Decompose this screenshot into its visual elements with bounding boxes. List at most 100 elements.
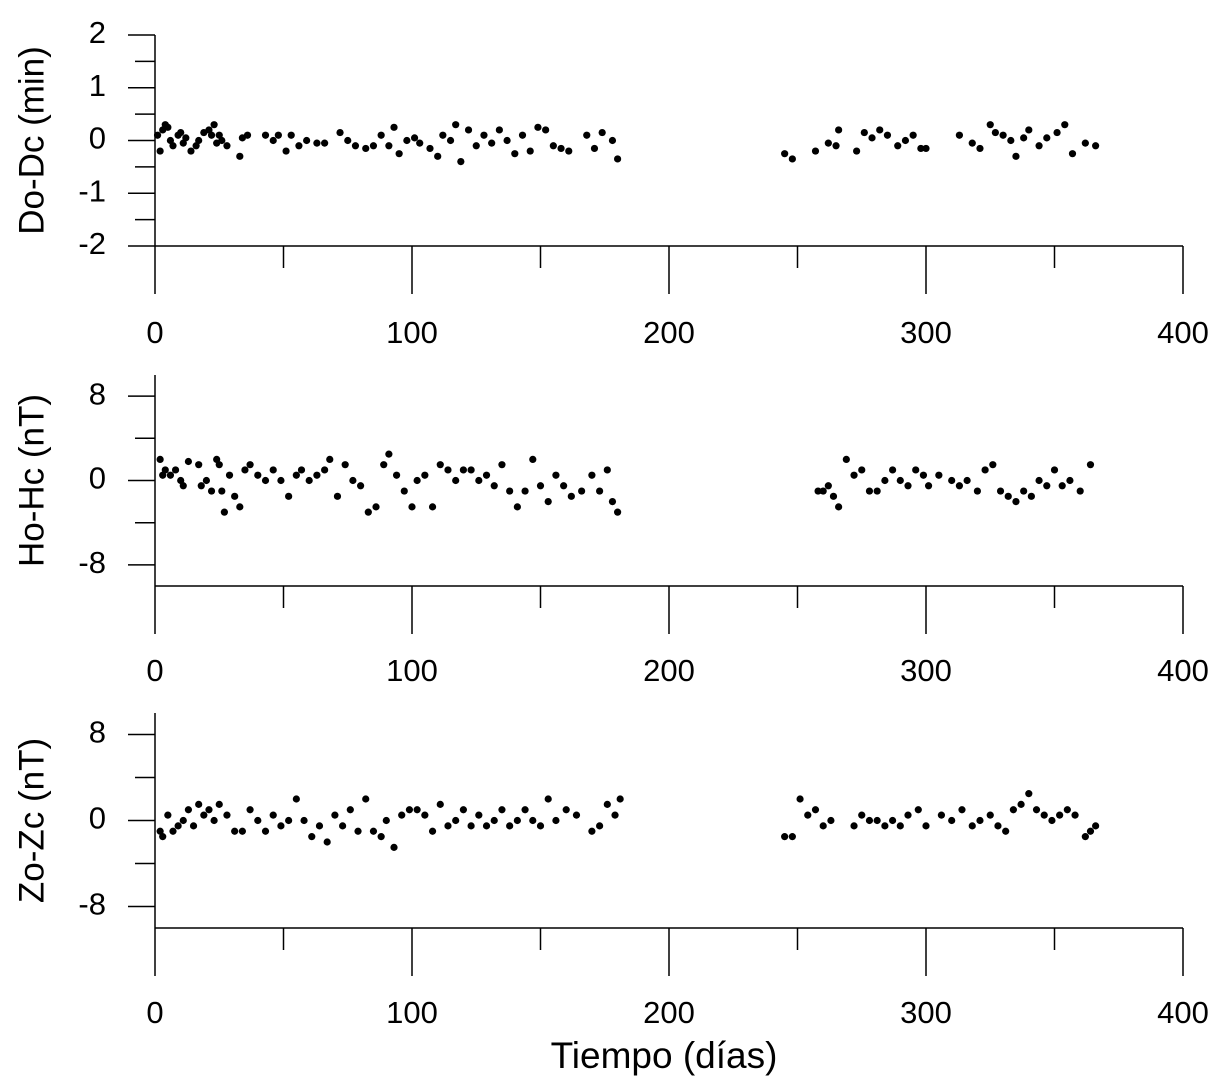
data-point — [261, 827, 270, 835]
data-point — [1040, 811, 1048, 819]
data-point — [336, 128, 344, 137]
data-point — [788, 833, 796, 841]
data-point — [321, 466, 329, 474]
data-point — [475, 476, 483, 485]
data-point — [416, 139, 424, 147]
data-point — [1086, 461, 1095, 469]
data-point — [459, 466, 467, 474]
data-point — [914, 806, 922, 814]
data-point — [184, 806, 193, 814]
data-point — [909, 131, 917, 139]
data-point — [413, 476, 421, 485]
data-point — [277, 476, 285, 485]
data-point — [881, 476, 889, 485]
data-point — [1068, 150, 1077, 158]
data-point — [428, 827, 437, 835]
data-point — [349, 476, 357, 485]
data-point — [827, 816, 835, 825]
data-point — [562, 806, 570, 814]
data-point — [339, 822, 347, 830]
data-point — [999, 131, 1007, 139]
data-point — [560, 482, 568, 490]
data-point — [994, 822, 1002, 830]
data-point — [1043, 134, 1051, 142]
data-point — [490, 816, 498, 825]
data-point — [241, 466, 249, 474]
data-point — [518, 131, 527, 139]
data-point — [303, 136, 311, 145]
data-point — [285, 492, 293, 500]
data-point — [796, 795, 804, 803]
data-point — [377, 131, 385, 139]
data-point — [467, 466, 475, 474]
data-point — [588, 471, 596, 479]
data-point — [428, 503, 437, 511]
data-point — [873, 816, 881, 825]
data-point — [498, 806, 506, 814]
data-point — [1035, 476, 1043, 485]
data-point — [544, 498, 552, 506]
data-point — [380, 461, 388, 469]
data-point — [490, 482, 498, 490]
data-point — [542, 126, 550, 134]
data-point — [526, 147, 534, 155]
data-point — [858, 811, 866, 819]
data-point — [860, 128, 868, 137]
data-point — [919, 471, 928, 479]
data-point — [804, 811, 812, 819]
data-point — [835, 126, 843, 134]
data-point — [405, 806, 414, 814]
data-point — [195, 800, 203, 808]
data-point — [364, 508, 372, 516]
data-point — [873, 487, 881, 495]
data-point — [231, 827, 239, 835]
data-point — [976, 816, 984, 825]
data-point — [313, 139, 321, 147]
data-point — [295, 142, 303, 150]
data-point — [261, 476, 270, 485]
data-point — [968, 139, 976, 147]
data-point — [503, 136, 511, 145]
data-point — [210, 121, 218, 129]
y-tick-label: 8 — [89, 715, 106, 750]
data-point — [506, 487, 514, 495]
data-point — [413, 806, 421, 814]
x-tick-label: 300 — [900, 315, 952, 350]
data-point — [996, 487, 1005, 495]
data-point — [161, 466, 169, 474]
data-point — [169, 827, 177, 835]
data-point — [1035, 142, 1043, 150]
data-point — [205, 806, 213, 814]
x-tick-label: 200 — [643, 995, 695, 1030]
data-point — [344, 136, 352, 145]
x-tick-label: 300 — [900, 995, 952, 1030]
data-point — [1058, 482, 1066, 490]
data-point — [1025, 126, 1033, 134]
data-point — [269, 136, 277, 145]
data-point — [166, 471, 175, 479]
data-point — [1012, 152, 1020, 160]
data-point — [1056, 811, 1064, 819]
data-point — [467, 822, 475, 830]
data-point — [1050, 466, 1059, 474]
data-point — [300, 816, 308, 825]
data-point — [1048, 816, 1056, 825]
data-point — [218, 136, 226, 145]
data-point — [989, 461, 997, 469]
data-point — [614, 508, 622, 516]
data-point — [400, 487, 408, 495]
data-point — [901, 136, 910, 145]
data-point — [963, 476, 971, 485]
data-point — [976, 144, 984, 153]
data-point — [231, 492, 239, 500]
data-point — [421, 811, 429, 819]
data-point — [865, 816, 874, 825]
data-point — [269, 811, 277, 819]
data-point — [354, 827, 362, 835]
data-point — [590, 144, 599, 153]
data-point — [457, 158, 465, 166]
data-point — [567, 492, 575, 500]
data-point — [223, 142, 231, 150]
data-point — [202, 476, 210, 485]
data-point — [1009, 806, 1017, 814]
